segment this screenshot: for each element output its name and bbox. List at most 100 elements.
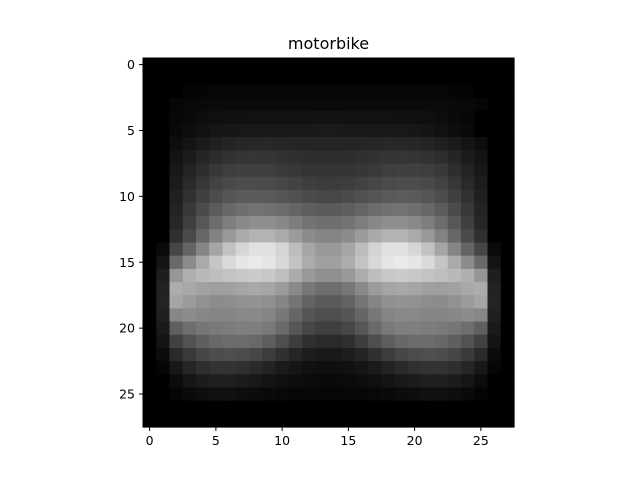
heatmap-cell (235, 71, 250, 85)
heatmap-cell (474, 202, 489, 217)
heatmap-cell (500, 123, 515, 138)
heatmap-cell (275, 176, 290, 191)
heatmap-cell (143, 58, 157, 72)
heatmap-cell (447, 295, 462, 309)
heatmap-cell (408, 123, 422, 138)
heatmap-cell (249, 374, 263, 389)
heatmap-cell (302, 216, 316, 230)
heatmap-cell (302, 110, 316, 125)
heatmap-cell (262, 347, 277, 362)
heatmap-cell (461, 58, 475, 72)
heatmap-cell (421, 163, 436, 178)
heatmap-cell (394, 163, 409, 178)
heatmap-cell (275, 216, 290, 230)
heatmap-cell (408, 282, 422, 296)
heatmap-cell (262, 84, 277, 99)
heatmap-cell (222, 295, 237, 309)
heatmap-cell (222, 242, 237, 257)
heatmap-cell (262, 110, 277, 125)
heatmap-cell (315, 176, 330, 191)
heatmap-cell (209, 308, 224, 323)
heatmap-cell (421, 268, 436, 283)
heatmap-cell (143, 321, 157, 336)
heatmap-cell (156, 413, 171, 428)
heatmap-cell (341, 176, 356, 191)
heatmap-cell (341, 150, 356, 165)
heatmap-cell (500, 110, 515, 125)
heatmap-cell (408, 189, 422, 204)
heatmap-cell (222, 413, 237, 428)
heatmap-cell (368, 242, 383, 257)
heatmap-cell (196, 229, 210, 244)
heatmap-cell (381, 58, 396, 72)
heatmap-cell (222, 347, 237, 362)
heatmap-cell (447, 255, 462, 270)
heatmap-cell (143, 308, 157, 323)
heatmap-cell (169, 334, 184, 349)
heatmap-cell (381, 110, 396, 125)
heatmap-cell (421, 123, 436, 138)
heatmap-cell (235, 137, 250, 151)
heatmap-cell (235, 282, 250, 296)
heatmap-cell (474, 321, 489, 336)
heatmap-cell (461, 374, 475, 389)
heatmap-cell (288, 334, 303, 349)
heatmap-cell (500, 255, 515, 270)
heatmap-cell (341, 84, 356, 99)
heatmap-cell (447, 361, 462, 375)
heatmap-cell (222, 387, 237, 402)
heatmap-cell (235, 268, 250, 283)
heatmap-cell (275, 374, 290, 389)
heatmap-cell (355, 216, 369, 230)
heatmap-cell (262, 189, 277, 204)
heatmap-cell (275, 400, 290, 415)
heatmap-cell (421, 202, 436, 217)
heatmap-cell (196, 137, 210, 151)
heatmap-cell (474, 295, 489, 309)
heatmap-cell (500, 71, 515, 85)
heatmap-cell (222, 84, 237, 99)
heatmap-cell (182, 110, 197, 125)
heatmap-cell (275, 361, 290, 375)
heatmap-cell (249, 216, 263, 230)
heatmap-cell (302, 334, 316, 349)
heatmap-cell (355, 242, 369, 257)
heatmap-cell (381, 295, 396, 309)
heatmap-cell (381, 255, 396, 270)
heatmap-cell (235, 255, 250, 270)
heatmap-cell (368, 189, 383, 204)
heatmap-cell (461, 150, 475, 165)
heatmap-cell (249, 361, 263, 375)
heatmap-cell (169, 202, 184, 217)
heatmap-cell (222, 163, 237, 178)
heatmap-cell (143, 347, 157, 362)
heatmap-cell (341, 413, 356, 428)
x-tick-label: 15 (340, 433, 356, 448)
heatmap-cell (315, 334, 330, 349)
heatmap-cell (302, 150, 316, 165)
heatmap-cell (381, 374, 396, 389)
heatmap-cell (461, 282, 475, 296)
heatmap-cell (182, 229, 197, 244)
heatmap-cell (249, 242, 263, 257)
heatmap-cell (196, 400, 210, 415)
heatmap-cell (288, 361, 303, 375)
heatmap-cell (461, 97, 475, 112)
heatmap-cell (474, 163, 489, 178)
heatmap-cell (315, 150, 330, 165)
heatmap-cell (169, 413, 184, 428)
heatmap-cell (222, 321, 237, 336)
heatmap-cell (434, 400, 449, 415)
heatmap-cell (447, 202, 462, 217)
heatmap-cell (500, 189, 515, 204)
heatmap-cell (328, 216, 343, 230)
heatmap-cell (302, 413, 316, 428)
heatmap-cell (315, 361, 330, 375)
heatmap-cell (447, 387, 462, 402)
heatmap-cell (328, 361, 343, 375)
heatmap-cell (341, 295, 356, 309)
heatmap-cell (500, 202, 515, 217)
heatmap-cell (487, 282, 502, 296)
heatmap-cell (249, 176, 263, 191)
heatmap-cell (196, 150, 210, 165)
